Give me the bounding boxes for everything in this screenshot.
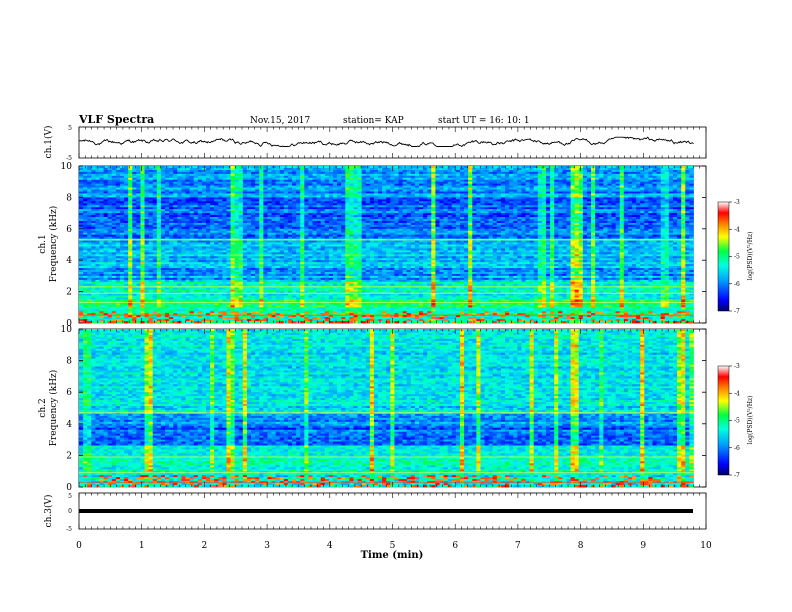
x-tick-10: 10 <box>700 541 712 551</box>
x-tick-3: 3 <box>264 541 270 551</box>
date-label: Nov.15, 2017 <box>250 116 311 126</box>
colorbar-1-tick--7: -7 <box>734 308 740 315</box>
ch3-ytick-bottom: -5 <box>66 526 72 533</box>
spec1-ylabel-channel: ch.1 <box>38 234 48 253</box>
waveform-ch3-trace <box>79 509 693 513</box>
ch1-ytick-bottom: -5 <box>66 155 72 162</box>
spec2-ytick-2: 2 <box>66 451 72 461</box>
spec1-ytick-10: 10 <box>61 162 73 172</box>
spectrogram-ch2-image <box>79 329 694 488</box>
spec2-ylabel-frequency: Frequency (kHz) <box>48 370 59 447</box>
start-time-label: start UT = 16: 10: 1 <box>438 116 530 126</box>
ch3-ylabel: ch.3(V) <box>43 495 54 528</box>
x-tick-2: 2 <box>202 541 208 551</box>
ch1-ytick-top: 5 <box>68 125 72 132</box>
colorbar-1-label: log(PSD)(V²/Hz) <box>747 232 754 281</box>
colorbar-1-tick--3: -3 <box>734 199 740 206</box>
ch3-ytick-middle: 0 <box>68 508 72 515</box>
x-axis-label: Time (min) <box>361 550 424 561</box>
waveform-ch3-panel: 5 0 -5 ch.3(V) <box>43 492 707 533</box>
colorbar-2-tick--7: -7 <box>734 472 740 479</box>
colorbar-2-tick--6: -6 <box>734 445 740 452</box>
spec1-ytick-8: 8 <box>66 193 72 203</box>
spectrogram-ch1-image <box>79 166 694 324</box>
colorbar-1-tick--6: -6 <box>734 281 740 288</box>
spec2-ylabel-channel: ch.2 <box>38 398 48 417</box>
x-tick-7: 7 <box>515 541 521 551</box>
colorbar-2-tick--4: -4 <box>734 390 740 397</box>
x-tick-6: 6 <box>452 541 458 551</box>
x-tick-9: 9 <box>640 541 646 551</box>
station-label: station= KAP <box>343 116 404 126</box>
spec1-ytick-0: 0 <box>66 319 72 329</box>
colorbar-1-tick--5: -5 <box>734 254 740 261</box>
waveform-ch1-trace <box>79 136 694 148</box>
spec2-ytick-6: 6 <box>66 388 72 398</box>
ch1-ylabel: ch.1(V) <box>43 126 54 159</box>
spec2-ytick-4: 4 <box>66 420 72 430</box>
colorbar-2-label: log(PSD)(V²/Hz) <box>747 396 754 445</box>
x-tick-5: 5 <box>390 541 396 551</box>
colorbar-1-tick--4: -4 <box>734 226 740 233</box>
colorbar-2-tick--3: -3 <box>734 363 740 370</box>
spec2-ytick-8: 8 <box>66 357 72 367</box>
colorbar-2-tick--5: -5 <box>734 418 740 425</box>
spec1-ylabel-frequency: Frequency (kHz) <box>48 206 59 283</box>
waveform-ch1-panel: 5 -5 ch.1(V) <box>43 125 707 162</box>
colorbar-1 <box>717 201 730 312</box>
spec2-ytick-0: 0 <box>66 483 72 493</box>
colorbar-2 <box>717 365 730 476</box>
spec1-ytick-6: 6 <box>66 225 72 235</box>
spec1-ytick-4: 4 <box>66 256 72 266</box>
x-tick-4: 4 <box>327 541 333 551</box>
figure-title: VLF Spectra <box>78 113 154 126</box>
x-tick-1: 1 <box>139 541 145 551</box>
x-tick-8: 8 <box>578 541 584 551</box>
spec1-ytick-2: 2 <box>66 288 72 298</box>
spec2-ytick-10: 10 <box>61 325 73 335</box>
ch3-ytick-top: 5 <box>68 493 72 500</box>
x-tick-0: 0 <box>76 541 82 551</box>
